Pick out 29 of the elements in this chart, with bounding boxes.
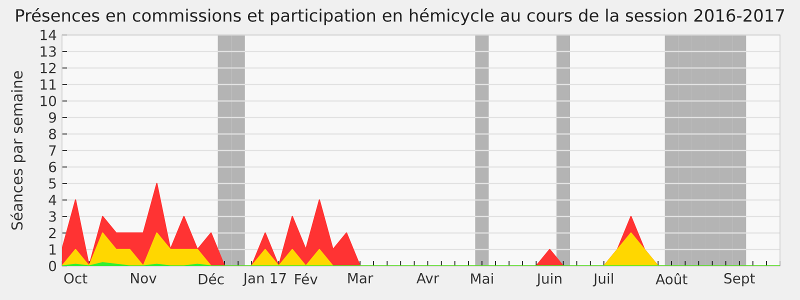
y-tick-label: 1: [50, 244, 56, 255]
x-tick-label: Août: [656, 273, 688, 284]
x-tick-label: Déc: [198, 273, 224, 284]
x-tick-label: Juil: [592, 273, 613, 286]
x-tick-label: Avr: [416, 273, 440, 284]
y-tick-label: 6: [49, 162, 56, 172]
y-tick-label: 8: [49, 128, 56, 140]
y-tick-label: 3: [49, 211, 56, 222]
y-tick-label: 13: [40, 46, 56, 57]
y-tick-label: 2: [49, 228, 56, 238]
x-tick-label: Jan 17: [242, 273, 286, 286]
y-axis-title: Séances par semaine: [10, 71, 26, 230]
y-tick-label: 9: [48, 112, 56, 123]
y-tick-label: 0: [48, 260, 56, 272]
y-tick-label: 4: [48, 194, 56, 206]
y-tick-label: 10: [40, 96, 56, 106]
x-tick-label: Fév: [295, 273, 318, 284]
x-tick-label: Sept: [724, 273, 755, 286]
x-tick-label: Juin: [536, 273, 562, 286]
y-tick-label: 7: [49, 145, 56, 156]
x-tick-label: Oct: [64, 273, 88, 284]
x-tick-label: Mai: [471, 273, 493, 284]
y-tick-label: 12: [40, 62, 56, 74]
x-tick-label: Mar: [348, 273, 374, 284]
x-tick-label: Nov: [131, 273, 156, 284]
y-tick-label: 5: [49, 178, 56, 189]
chart-title: Présences en commissions et participation en hémicycle au cours de la session 2016-2017: [16, 8, 784, 26]
y-tick-label: 11: [40, 79, 56, 90]
y-tick-label: 14: [40, 30, 56, 40]
